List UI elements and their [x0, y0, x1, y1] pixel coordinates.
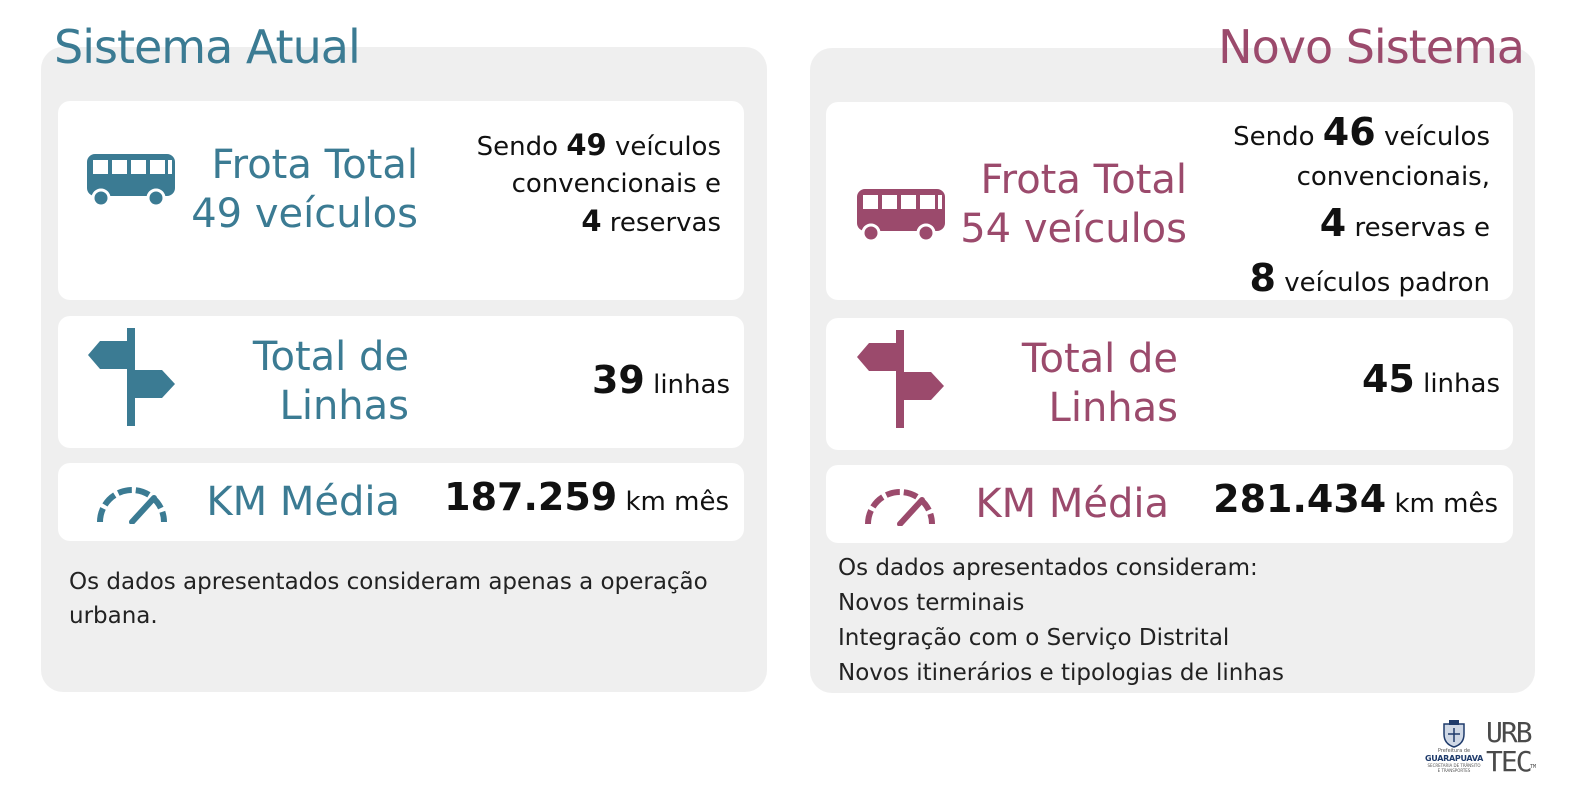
- urbtec-line2: TEC: [1486, 745, 1533, 778]
- urbtec-tm: TM: [1530, 764, 1537, 770]
- new-note-line: Novos itinerários e tipologias de linhas: [838, 660, 1284, 686]
- fleet-desc-text: Sendo: [1233, 122, 1315, 152]
- new-notes: Os dados apresentados consideram: Novos …: [838, 551, 1498, 691]
- prefeitura-guarapuava-logo: Prefeitura de GUARAPUAVA SECRETARIA DE T…: [1424, 720, 1484, 780]
- new-fleet-title: Frota Total 54 veículos: [960, 156, 1187, 254]
- prefeitura-small-top: Prefeitura de: [1437, 748, 1471, 754]
- new-lines-title-line1: Total de: [1021, 336, 1178, 382]
- bus-icon: [87, 154, 175, 208]
- signpost-icon: [857, 330, 944, 428]
- fleet-desc-text: reservas: [609, 208, 721, 238]
- fleet-desc-number: 4: [1319, 201, 1347, 245]
- fleet-desc-number: 8: [1249, 256, 1276, 300]
- fleet-desc-text: Sendo: [476, 132, 559, 162]
- current-km-title: KM Média: [206, 479, 400, 525]
- prefeitura-sub2: E TRANSPORTES: [1437, 768, 1471, 773]
- new-system-title: Novo Sistema: [1218, 20, 1525, 74]
- current-note: Os dados apresentados consideram apenas …: [69, 569, 708, 629]
- km-number: 281.434: [1213, 477, 1387, 521]
- current-fleet-description: Sendo 49 veículos convencionais e 4 rese…: [477, 127, 721, 242]
- urbtec-logo: URB TEC TM: [1486, 718, 1542, 784]
- new-fleet-title-line1: Frota Total: [980, 157, 1187, 203]
- km-number: 187.259: [444, 475, 618, 519]
- current-fleet-title-line1: Frota Total: [211, 142, 418, 188]
- new-note-line: Integração com o Serviço Distrital: [838, 625, 1230, 651]
- lines-number: 45: [1361, 357, 1415, 401]
- current-lines-title-line2: Linhas: [279, 383, 409, 429]
- new-note-line: Os dados apresentados consideram:: [838, 555, 1258, 581]
- fleet-desc-number: 46: [1322, 110, 1376, 154]
- new-km-title: KM Média: [975, 481, 1169, 527]
- current-lines-title-line1: Total de: [252, 334, 409, 380]
- new-fleet-description: Sendo 46 veículos convencionais, 4 reser…: [1233, 112, 1490, 303]
- current-fleet-title: Frota Total 49 veículos: [191, 141, 418, 239]
- fleet-desc-text: veículos padron: [1284, 268, 1490, 298]
- km-unit: km mês: [1394, 489, 1498, 519]
- bus-icon: [857, 189, 945, 243]
- coat-of-arms-icon: [1443, 720, 1465, 748]
- current-system-title: Sistema Atual: [54, 20, 361, 74]
- fleet-desc-text: veículos: [1383, 122, 1490, 152]
- new-lines-value: 45 linhas: [1362, 357, 1500, 401]
- current-lines-title: Total de Linhas: [253, 333, 409, 431]
- current-lines-value: 39 linhas: [592, 358, 730, 402]
- fleet-desc-number: 49: [566, 128, 607, 162]
- prefeitura-name: GUARAPUAVA: [1425, 754, 1483, 763]
- lines-number: 39: [591, 358, 645, 402]
- current-km-value: 187.259 km mês: [444, 475, 729, 519]
- new-fleet-title-line2: 54 veículos: [960, 206, 1187, 252]
- new-lines-title-line2: Linhas: [1048, 385, 1178, 431]
- current-fleet-title-line2: 49 veículos: [191, 191, 418, 237]
- fleet-desc-text: veículos: [614, 132, 721, 162]
- km-unit: km mês: [625, 487, 729, 517]
- fleet-desc-text: convencionais e: [511, 169, 721, 199]
- current-fleet-card: [58, 101, 744, 300]
- speedometer-icon: [97, 487, 167, 524]
- lines-unit: linhas: [1423, 369, 1500, 399]
- urbtec-line1: URB: [1486, 716, 1533, 749]
- new-km-value: 281.434 km mês: [1213, 477, 1498, 521]
- fleet-desc-text: reservas e: [1354, 213, 1490, 243]
- lines-unit: linhas: [653, 370, 730, 400]
- current-km-card: [58, 463, 744, 541]
- fleet-desc-number: 4: [581, 204, 602, 238]
- signpost-icon: [88, 328, 175, 426]
- new-note-line: Novos terminais: [838, 590, 1025, 616]
- prefeitura-sub1: SECRETARIA DE TRÂNSITO: [1427, 763, 1481, 768]
- speedometer-icon: [865, 489, 935, 526]
- new-lines-title: Total de Linhas: [1022, 335, 1178, 433]
- new-km-card: [826, 465, 1513, 543]
- fleet-desc-text: convencionais,: [1296, 162, 1490, 192]
